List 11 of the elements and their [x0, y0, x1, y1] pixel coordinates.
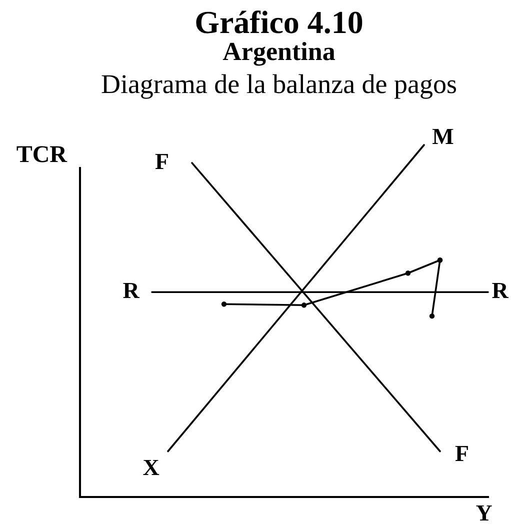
y-axis-title: TCR: [16, 142, 68, 168]
chart-subtitle: Argentina: [222, 37, 336, 66]
chart-title: Gráfico 4.10: [194, 4, 364, 40]
annotation: F: [454, 441, 470, 466]
text: Diagrama de la balanza de pagos: [100, 69, 458, 99]
annotation: M: [432, 124, 454, 149]
annotation: F: [154, 148, 170, 174]
text: R: [492, 278, 509, 304]
x-axis-title: Y: [476, 500, 493, 525]
annotation: X: [142, 455, 160, 480]
annotation: R: [122, 278, 140, 304]
